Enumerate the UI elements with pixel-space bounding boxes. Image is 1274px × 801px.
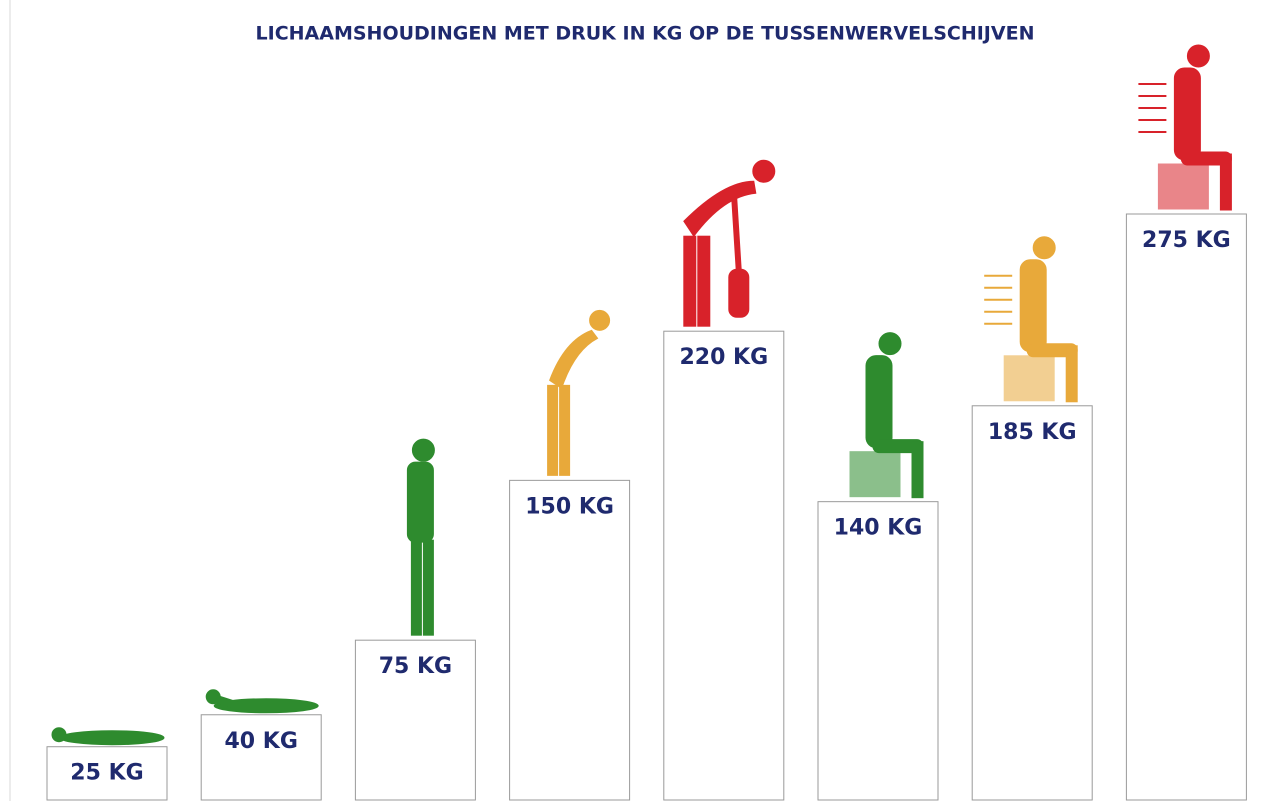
figure-part	[684, 181, 756, 236]
figure-part	[1066, 346, 1077, 402]
figure-part	[850, 452, 900, 497]
figure	[684, 160, 775, 326]
bar	[510, 480, 630, 800]
figure-part	[1174, 68, 1200, 160]
figure-part	[560, 385, 570, 475]
value-label: 25 KG	[70, 761, 143, 786]
figure-part	[912, 442, 923, 498]
figure-part	[879, 333, 901, 355]
figure-part	[1220, 154, 1231, 210]
figure	[850, 333, 923, 498]
figure-part	[52, 728, 66, 742]
figure-part	[1158, 164, 1208, 209]
figure-part	[407, 462, 433, 542]
value-label: 40 KG	[225, 729, 298, 754]
figure	[1138, 45, 1231, 210]
bar	[664, 331, 784, 800]
figure-part	[866, 356, 892, 448]
figure-part	[1033, 237, 1055, 259]
figure-part	[734, 191, 739, 271]
chart-title: LICHAAMSHOUDINGEN MET DRUK IN KG OP DE T…	[256, 23, 1035, 45]
value-label: 75 KG	[379, 654, 452, 679]
figure-part	[698, 236, 710, 326]
figure-part	[590, 310, 610, 330]
figure-part	[729, 269, 749, 317]
figure	[548, 310, 610, 475]
figure	[984, 237, 1077, 402]
figure-part	[548, 385, 558, 475]
figure-part	[550, 330, 598, 388]
figure	[206, 690, 318, 713]
value-label: 220 KG	[679, 345, 768, 370]
value-label: 275 KG	[1142, 228, 1231, 253]
figure-part	[60, 731, 164, 745]
figure	[52, 728, 164, 745]
figure	[407, 439, 434, 635]
figure-part	[684, 236, 696, 326]
figure-part	[412, 439, 434, 461]
figure-part	[1187, 45, 1209, 67]
figure-part	[753, 160, 775, 182]
value-label: 150 KG	[525, 494, 614, 519]
bar	[201, 715, 321, 800]
value-label: 185 KG	[988, 420, 1077, 445]
figure-part	[1004, 356, 1054, 401]
bar	[818, 502, 938, 800]
figure-part	[1020, 260, 1046, 352]
bar	[972, 406, 1092, 800]
figure-part	[423, 540, 433, 635]
figure-part	[411, 540, 421, 635]
bar	[1126, 214, 1246, 800]
chart: LICHAAMSHOUDINGEN MET DRUK IN KG OP DE T…	[0, 0, 1274, 801]
value-label: 140 KG	[834, 516, 923, 541]
